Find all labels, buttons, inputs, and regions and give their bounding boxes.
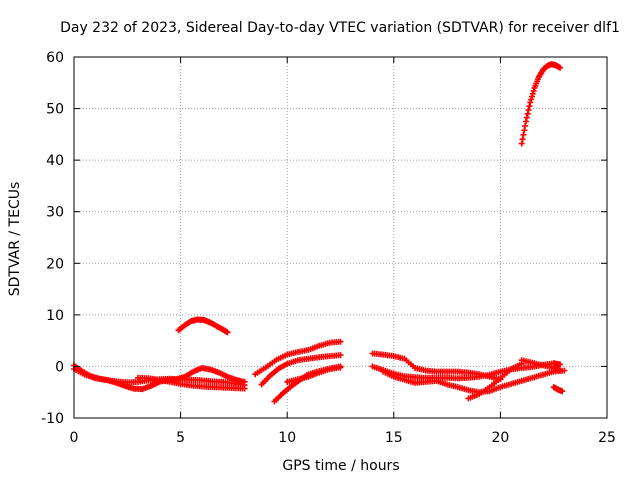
series-arc-11 [380, 367, 568, 396]
plot-frame [73, 56, 608, 419]
data-point-interp [522, 122, 529, 129]
data-point [241, 378, 248, 385]
data-point-interp [523, 114, 530, 121]
x-tick-label: 15 [385, 430, 403, 446]
x-tick-label: 0 [70, 430, 79, 446]
data-point [337, 364, 344, 371]
y-tick-label: 10 [46, 308, 64, 324]
y-tick-label: 50 [46, 102, 64, 118]
y-axis-label: SDTVAR / TECUs [7, 182, 23, 297]
x-axis-label: GPS time / hours [282, 458, 399, 474]
axis-ticks: 0 5 10 15 20 25 -10 0 10 20 30 40 50 60 [41, 50, 616, 446]
series-arc-6 [258, 352, 344, 388]
data-point [241, 385, 248, 392]
data-point [518, 140, 525, 147]
data-point [337, 352, 344, 359]
chart-title: Day 232 of 2023, Sidereal Day-to-day VTE… [60, 20, 620, 36]
y-tick-label: -10 [41, 411, 64, 427]
y-tick-label: 60 [46, 50, 64, 66]
series-arc-4 [175, 316, 231, 336]
data-point [224, 329, 231, 336]
x-tick-label: 25 [598, 430, 616, 446]
series-arc-15 [518, 61, 564, 147]
series-arc-12 [465, 360, 525, 402]
data-point-interp [519, 136, 526, 143]
data-point [557, 64, 564, 71]
x-tick-label: 20 [491, 430, 509, 446]
data-point [559, 388, 566, 395]
series-arc-10 [369, 350, 504, 383]
y-tick-label: 20 [46, 256, 64, 272]
data-point-interp [525, 107, 532, 113]
data-point-interp [528, 96, 535, 103]
data-point-interp [520, 131, 527, 138]
data-point [557, 361, 564, 368]
x-tick-label: 10 [278, 430, 296, 446]
data-point-interp [529, 90, 536, 97]
data-points [71, 61, 568, 405]
series-arc-8 [284, 364, 344, 385]
y-tick-label: 30 [46, 205, 64, 221]
x-tick-label: 5 [176, 430, 185, 446]
series-arc-3 [135, 374, 248, 392]
y-tick-label: 0 [55, 359, 64, 375]
series-arc-14 [550, 384, 566, 395]
y-tick-label: 40 [46, 153, 64, 169]
data-point [557, 367, 564, 374]
data-point [337, 338, 344, 345]
data-point [527, 99, 534, 106]
series-arc-13 [518, 357, 564, 374]
series-arc-5 [252, 338, 344, 378]
